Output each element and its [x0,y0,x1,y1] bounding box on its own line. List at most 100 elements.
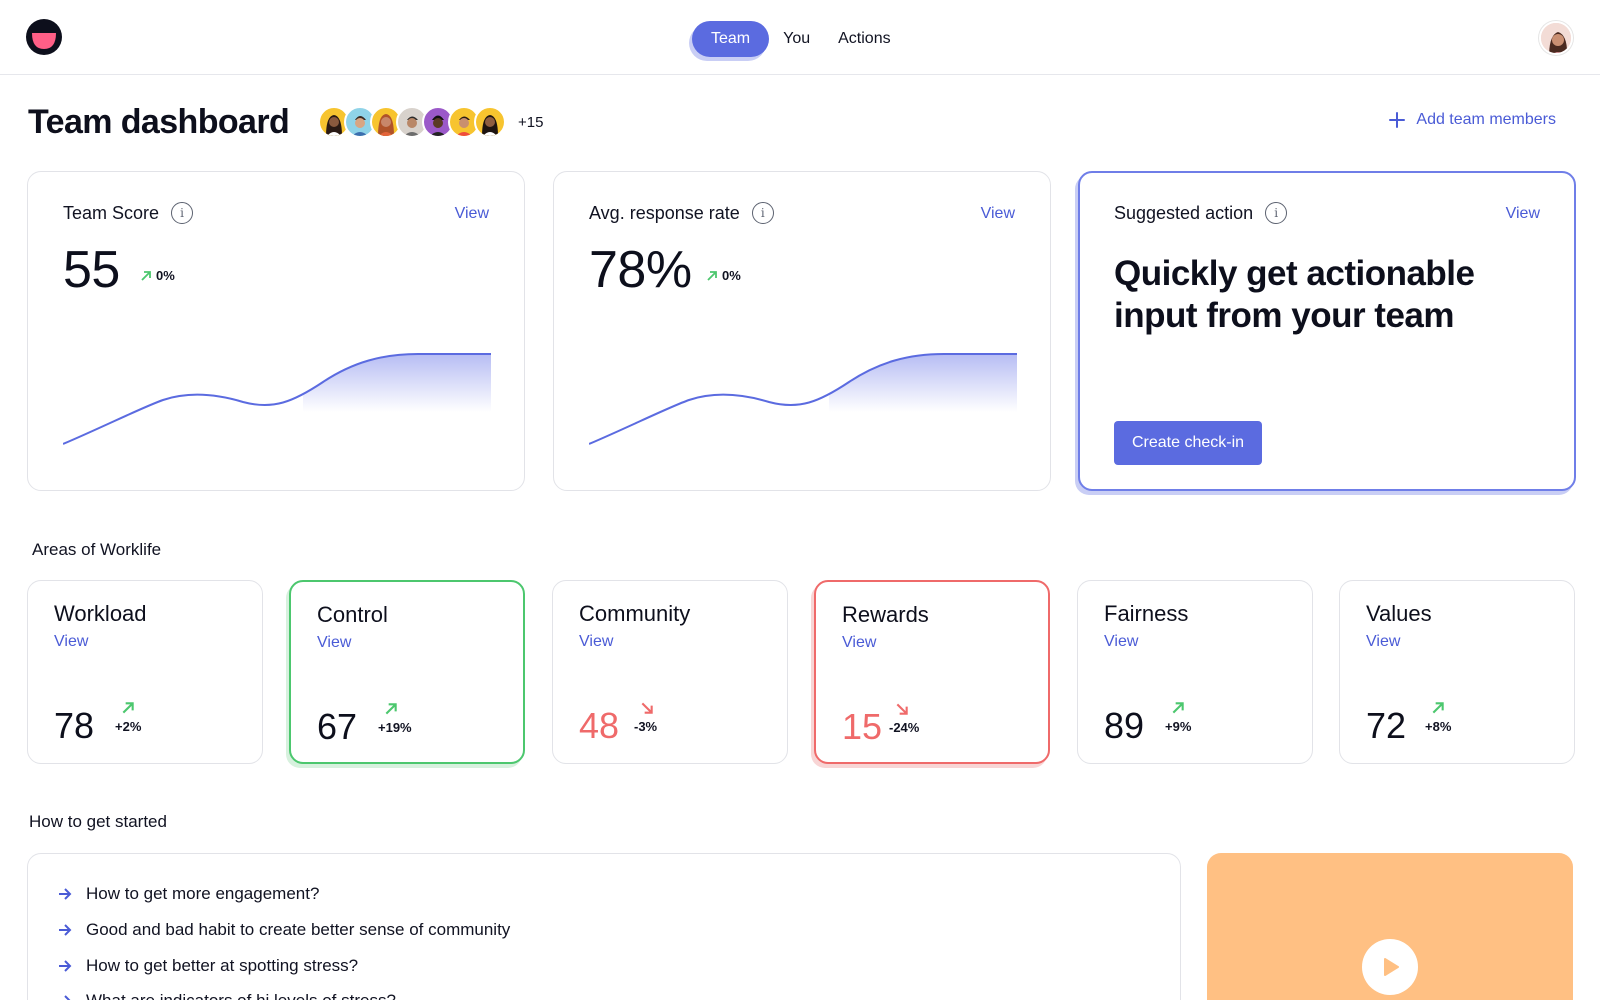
add-team-members-button[interactable]: Add team members [1388,111,1556,129]
list-item[interactable]: How to get better at spotting stress? [58,956,358,976]
response-rate-title-row: Avg. response rate i [589,202,774,224]
suggested-action-card: Suggested action i View Quickly get acti… [1078,171,1576,491]
area-delta-value: +19% [378,720,412,735]
arrow-right-icon [59,960,72,972]
team-score-title: Team Score [63,202,160,223]
area-view-link[interactable]: View [1104,633,1139,650]
plus-icon [1389,112,1406,128]
play-icon [1384,958,1399,976]
area-name: Control [317,602,388,627]
arrow-up-right-icon [1432,702,1444,714]
response-rate-sparkline [589,353,1017,445]
area-score: 89 [1104,705,1145,746]
suggested-action-title-row: Suggested action i [1114,202,1288,224]
list-item[interactable]: What are indicators of hi levels of stre… [58,991,396,1000]
arrow-up-right-icon [707,270,717,281]
arrow-right-icon [59,888,72,900]
areas-section-label: Areas of Worklife [32,540,162,559]
team-score-card: Team Score i View 55 0% [27,171,525,491]
tab-you[interactable]: You [783,30,811,47]
area-name: Fairness [1104,601,1189,626]
area-card-control[interactable]: Control View 67 +19% [289,580,525,764]
area-delta: -24% [889,702,919,735]
response-rate-trend: 0% [706,268,741,283]
team-score-sparkline [63,353,491,445]
get-started-section-label: How to get started [29,812,167,831]
area-score: 78 [54,705,95,746]
area-delta: -3% [634,701,657,734]
area-view-link[interactable]: View [317,634,352,651]
area-card-fairness[interactable]: Fairness View 89 +9% [1077,580,1313,764]
add-team-members-label: Add team members [1416,111,1556,128]
list-item-label: How to get better at spotting stress? [86,956,359,975]
area-card-community[interactable]: Community View 48 -3% [552,580,788,764]
arrow-up-right-icon [122,702,134,714]
area-name: Values [1366,601,1432,626]
team-score-trend-value: 0% [156,268,175,283]
area-view-link[interactable]: View [1366,633,1401,650]
area-name: Workload [54,601,147,626]
response-rate-card: Avg. response rate i View 78% 0% [553,171,1051,491]
area-delta-value: +8% [1425,719,1452,734]
avatar [474,106,506,138]
suggested-action-title: Suggested action [1114,202,1254,223]
list-item-label: What are indicators of hi levels of stre… [86,991,396,1000]
area-delta-value: +9% [1165,719,1192,734]
team-score-title-row: Team Score i [63,202,194,224]
play-button[interactable] [1362,939,1418,995]
info-icon[interactable]: i [751,202,774,224]
list-item[interactable]: How to get more engagement? [58,884,319,904]
arrow-up-right-icon [141,270,151,281]
tab-team[interactable]: Team [692,21,770,57]
area-score: 67 [317,706,358,747]
area-card-values[interactable]: Values View 72 +8% [1339,580,1575,764]
info-icon[interactable]: i [171,202,194,224]
list-item[interactable]: Good and bad habit to create better sens… [58,920,510,940]
user-avatar[interactable] [1539,21,1573,55]
get-started-list: How to get more engagement? Good and bad… [27,853,1181,1000]
avatar [318,106,350,138]
list-item-label: How to get more engagement? [86,884,320,903]
area-delta: +8% [1425,701,1451,734]
arrow-down-right-icon [896,703,908,715]
arrow-up-right-icon [1172,702,1184,714]
area-delta: +9% [1165,701,1191,734]
response-rate-value: 78% [589,241,692,299]
area-delta-value: +2% [115,719,142,734]
area-card-workload[interactable]: Workload View 78 +2% [27,580,263,764]
area-card-rewards[interactable]: Rewards View 15 -24% [814,580,1050,764]
page-title: Team dashboard [28,103,290,141]
arrow-down-right-icon [641,702,653,714]
area-score: 72 [1366,705,1407,746]
response-rate-view-link[interactable]: View [980,205,1015,222]
area-score: 15 [842,706,883,747]
area-view-link[interactable]: View [842,634,877,651]
area-delta: +19% [378,702,412,735]
tab-actions[interactable]: Actions [838,30,891,47]
area-view-link[interactable]: View [579,633,614,650]
area-name: Rewards [842,602,929,627]
suggested-action-view-link[interactable]: View [1505,205,1540,222]
response-rate-title: Avg. response rate [589,202,740,223]
team-score-view-link[interactable]: View [454,205,489,222]
response-rate-trend-value: 0% [722,268,741,283]
area-delta-value: -24% [889,720,920,735]
team-score-trend: 0% [140,268,175,283]
info-icon[interactable]: i [1265,202,1288,224]
arrow-right-icon [59,995,71,1000]
create-check-in-button[interactable]: Create check-in [1114,421,1263,465]
list-item-label: Good and bad habit to create better sens… [86,920,511,939]
area-name: Community [579,601,691,626]
area-view-link[interactable]: View [54,633,89,650]
arrow-up-right-icon [385,703,397,715]
top-navigation-bar: Team You Actions [0,0,1600,75]
arrow-right-icon [59,924,72,936]
app-logo-icon[interactable] [26,19,62,55]
extra-members-count: +15 [518,113,544,131]
team-score-value: 55 [63,241,120,299]
video-card[interactable] [1207,853,1573,1000]
main-tabs: Team You Actions [692,20,905,58]
team-avatar-stack[interactable]: +15 [318,106,543,138]
suggested-action-headline: Quickly get actionable input from your t… [1114,254,1475,335]
area-delta-value: -3% [634,719,658,734]
